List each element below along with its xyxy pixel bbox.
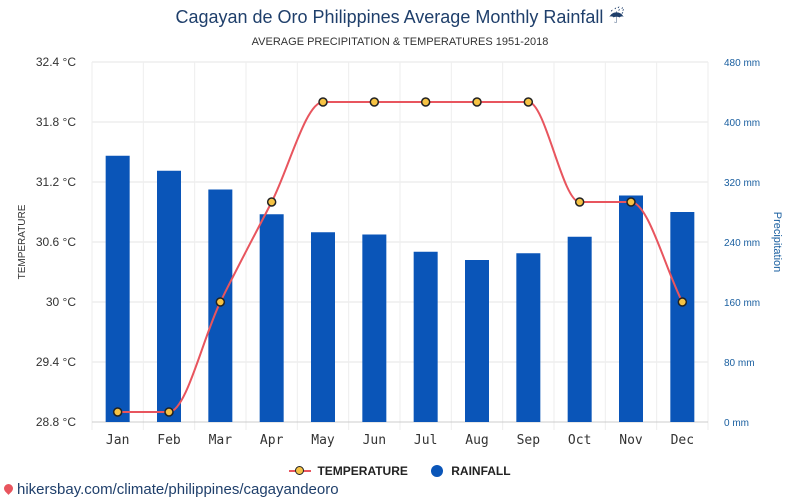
month-label: Mar xyxy=(209,433,233,448)
rainfall-bar xyxy=(567,236,592,422)
month-label: Sep xyxy=(517,433,541,448)
rainfall-bar xyxy=(259,214,284,422)
temperature-point xyxy=(164,407,174,417)
month-label: Jan xyxy=(106,433,129,448)
month-label: Dec xyxy=(671,433,694,448)
right-tick-label: 80 mm xyxy=(724,358,755,369)
temperature-point xyxy=(574,197,585,207)
legend: TEMPERATURE RAINFALL xyxy=(0,464,800,480)
legend-label-rainfall: RAINFALL xyxy=(451,464,511,478)
chart-subtitle: AVERAGE PRECIPITATION & TEMPERATURES 195… xyxy=(251,36,549,48)
left-axis-title: TEMPERATURE xyxy=(17,204,28,279)
temperature-point xyxy=(266,197,277,207)
month-label: Nov xyxy=(619,433,643,448)
temperature-point xyxy=(215,297,226,307)
month-label: Oct xyxy=(568,433,591,448)
month-label: Feb xyxy=(157,433,181,448)
right-tick-label: 320 mm xyxy=(724,178,760,189)
temperature-point xyxy=(523,97,534,107)
chart-title: Cagayan de Oro Philippines Average Month… xyxy=(175,7,625,27)
left-tick-label: 31.2 °C xyxy=(36,175,76,189)
temperature-point xyxy=(369,97,380,107)
month-label: Apr xyxy=(260,433,284,448)
month-label: Aug xyxy=(465,433,488,448)
right-tick-label: 0 mm xyxy=(724,418,749,429)
rainfall-bar xyxy=(157,170,181,422)
month-label: Jul xyxy=(414,433,437,448)
line-layer xyxy=(112,97,688,417)
temperature-point xyxy=(112,407,123,417)
rainfall-bar xyxy=(516,253,541,422)
right-axis-title: Precipitation xyxy=(771,212,783,273)
temperature-point xyxy=(318,97,328,107)
legend-item-temperature[interactable]: TEMPERATURE xyxy=(289,464,408,478)
rainfall-bar xyxy=(311,232,335,422)
left-tick-label: 29.4 °C xyxy=(36,355,76,369)
left-tick-label: 31.8 °C xyxy=(36,115,76,129)
location-pin-icon xyxy=(2,482,15,495)
rainfall-bar xyxy=(619,195,643,422)
right-tick-label: 160 mm xyxy=(724,298,760,309)
rainfall-bar xyxy=(670,212,695,422)
right-tick-label: 240 mm xyxy=(724,238,760,249)
legend-item-rainfall[interactable]: RAINFALL xyxy=(431,464,511,478)
rainfall-bar xyxy=(465,260,489,422)
temperature-point xyxy=(677,297,688,307)
left-tick-label: 28.8 °C xyxy=(36,415,76,429)
right-tick-label: 480 mm xyxy=(724,58,760,69)
left-tick-label: 32.4 °C xyxy=(36,55,76,69)
month-label: Jun xyxy=(363,433,386,448)
source-url: hikersbay.com/climate/philippines/cagaya… xyxy=(17,481,339,498)
rainfall-dot-icon xyxy=(431,465,444,477)
month-label: May xyxy=(311,433,335,448)
left-tick-label: 30.6 °C xyxy=(36,235,76,249)
rainfall-bar xyxy=(413,251,438,422)
legend-label-temperature: TEMPERATURE xyxy=(317,464,408,478)
temperature-point xyxy=(472,97,482,107)
grid-layer xyxy=(91,61,709,430)
axis-layer: 28.8 °C 0 mm 29.4 °C 80 mm 30 °C 160 mm 30.6 °… xyxy=(17,55,783,448)
right-tick-label: 400 mm xyxy=(724,118,760,129)
temperature-line xyxy=(117,101,684,413)
temperature-point xyxy=(626,197,636,207)
source-link[interactable]: hikersbay.com/climate/philippines/cagaya… xyxy=(2,481,339,498)
rainfall-bar xyxy=(105,155,130,422)
temperature-line-marker-icon xyxy=(289,465,312,477)
left-tick-label: 30 °C xyxy=(46,295,76,309)
temperature-point xyxy=(420,97,431,107)
rainfall-bar xyxy=(362,234,387,422)
